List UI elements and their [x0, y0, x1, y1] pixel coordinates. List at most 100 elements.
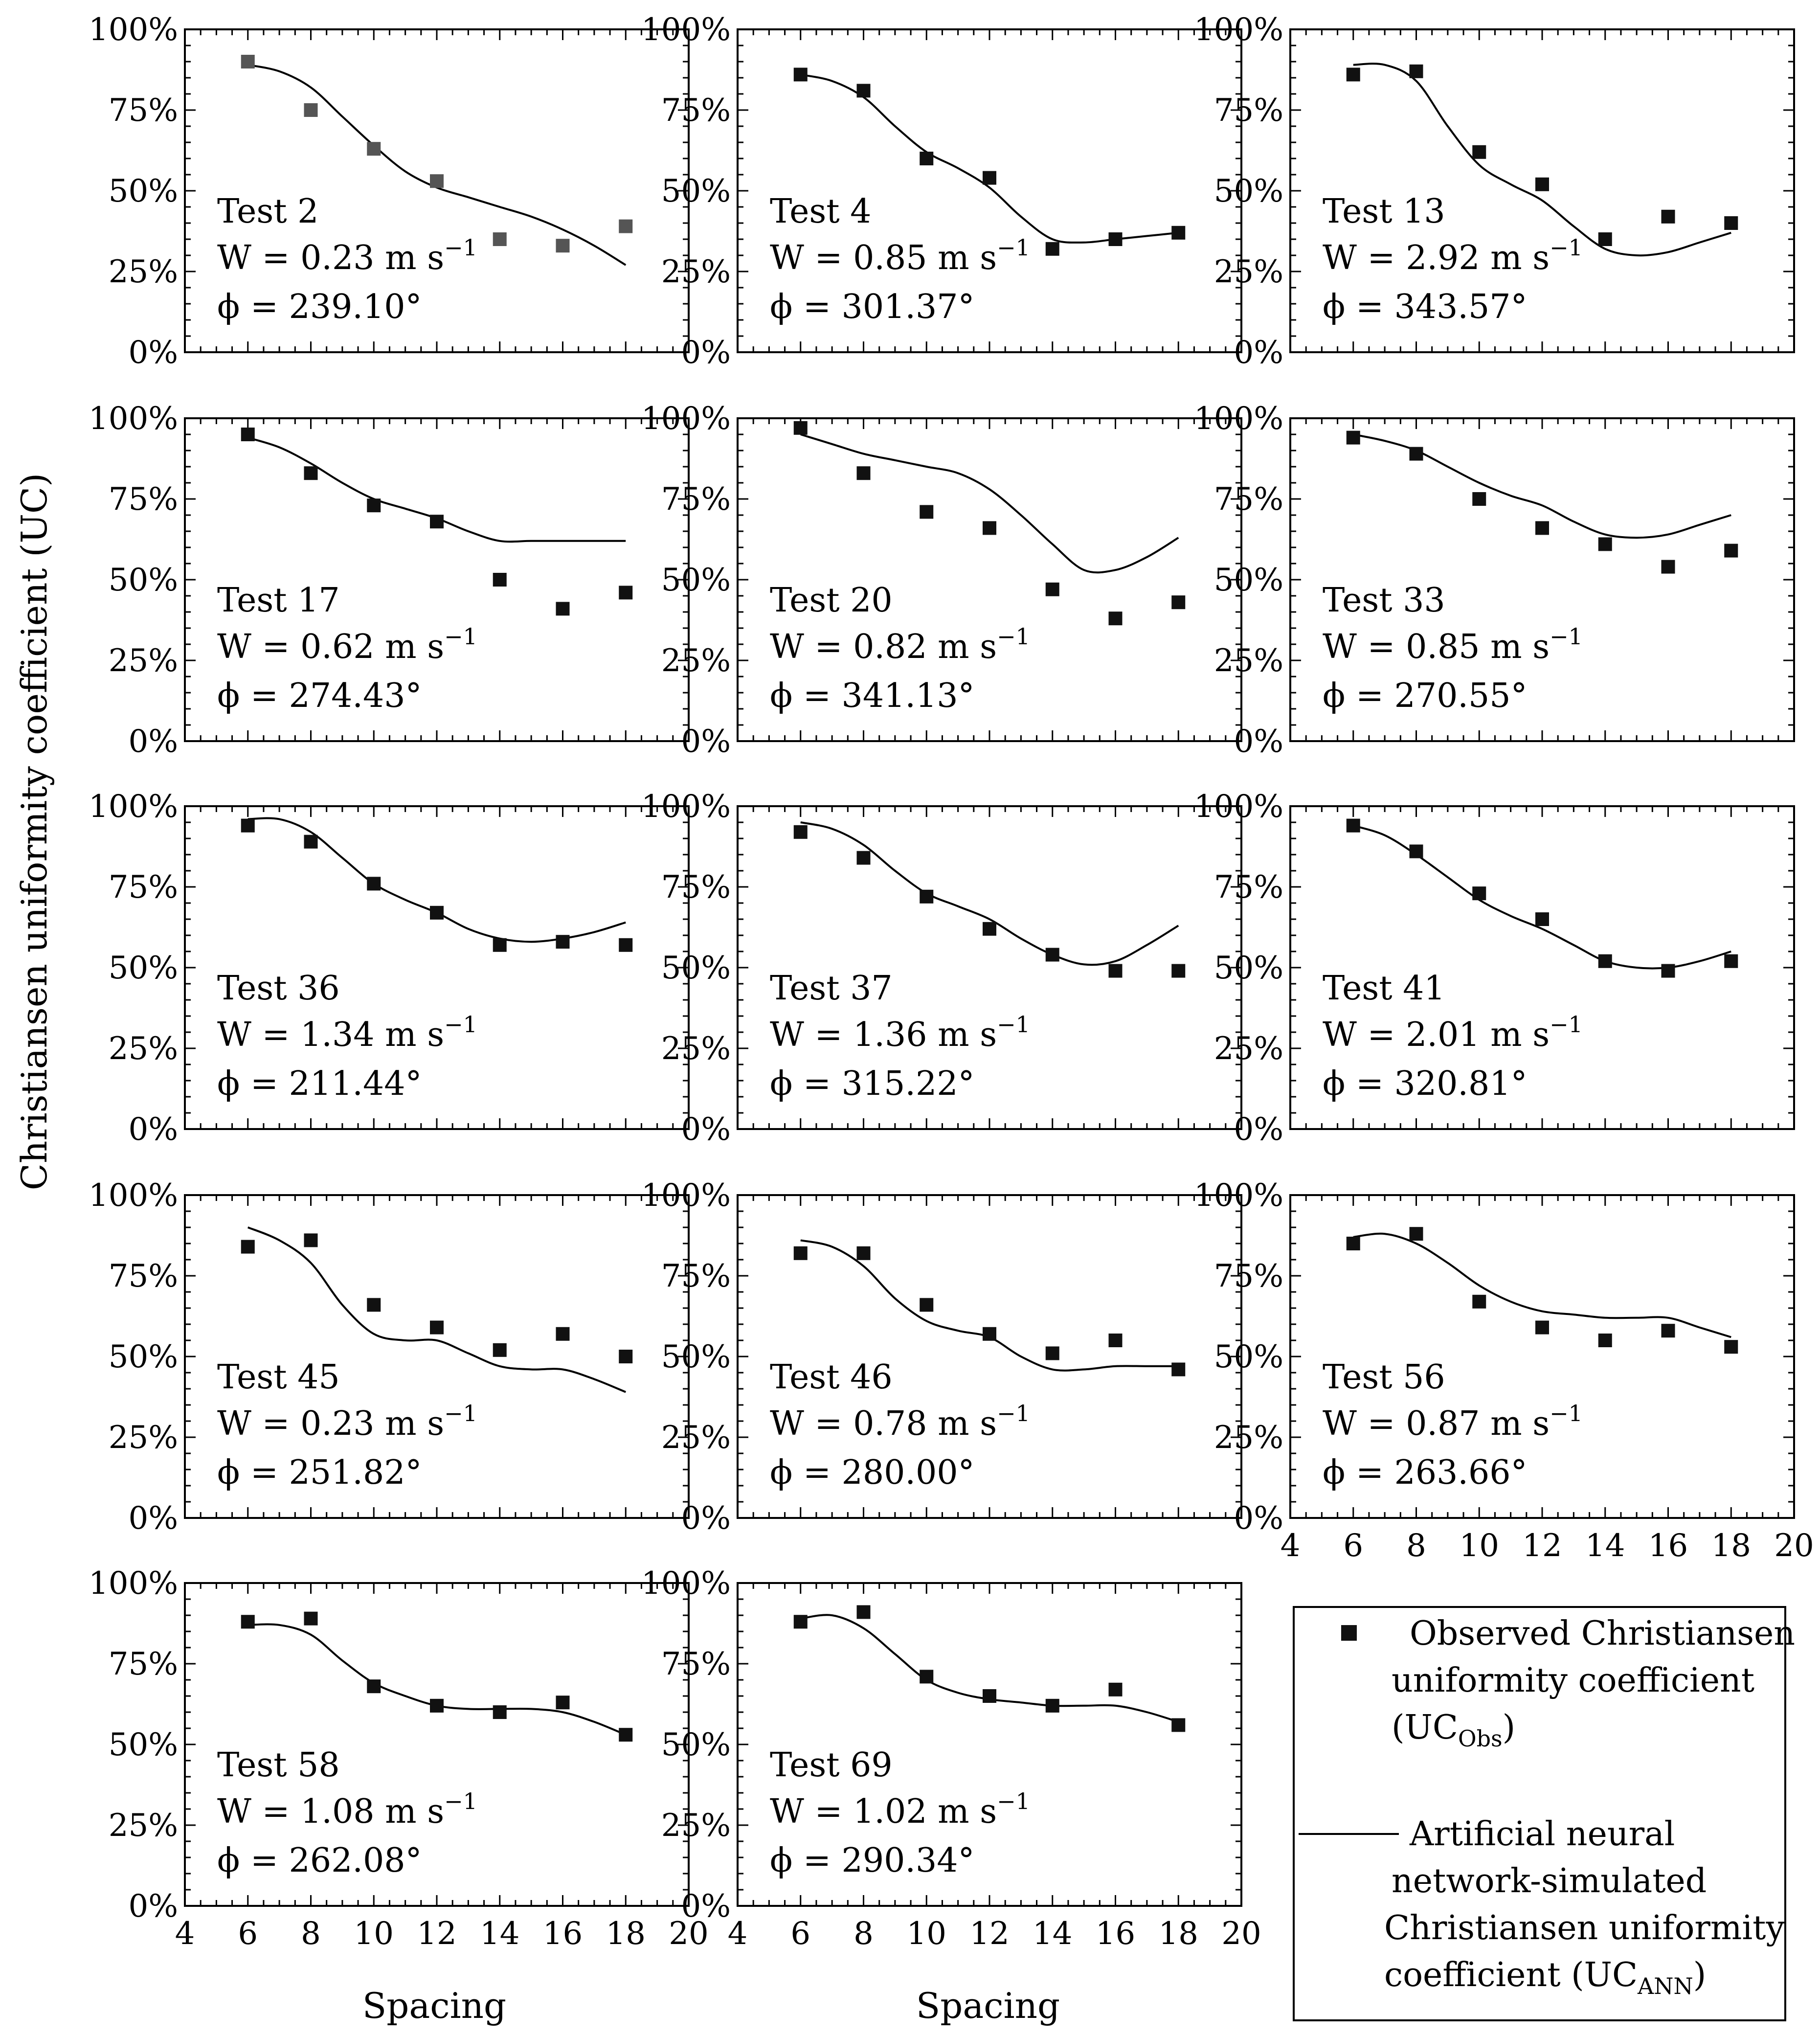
y-tick-label: 100%	[1194, 789, 1283, 825]
wind-speed-label: W = 2.92 m s−1	[1323, 234, 1583, 277]
y-tick-label: 50%	[661, 1339, 731, 1375]
x-tick-label: 6	[238, 1916, 258, 1952]
observed-point	[304, 466, 318, 480]
observed-point	[241, 55, 255, 68]
y-tick-label: 50%	[661, 950, 731, 986]
observed-point	[1045, 1698, 1059, 1713]
legend-observed-symbol: (UCObs)	[1392, 1708, 1515, 1752]
y-tick-label: 75%	[1214, 1258, 1283, 1294]
y-tick-label: 75%	[109, 92, 178, 129]
observed-point	[493, 938, 507, 952]
test-label: Test 56	[1323, 1358, 1445, 1397]
observed-point	[367, 877, 381, 891]
observed-point	[304, 1233, 318, 1247]
x-tick-label: 8	[1406, 1528, 1426, 1564]
legend-ann-symbol: coefficient (UCANN)	[1384, 1956, 1706, 1999]
observed-point	[1661, 209, 1675, 224]
observed-point	[920, 889, 934, 904]
observed-point	[430, 174, 444, 188]
observed-point	[793, 68, 808, 82]
y-tick-label: 25%	[661, 1808, 731, 1844]
observed-point	[241, 428, 255, 441]
test-label: Test 33	[1323, 581, 1445, 620]
wind-direction-label: ϕ = 290.34°	[770, 1841, 975, 1880]
y-tick-label: 25%	[1214, 1031, 1283, 1067]
x-tick-label: 16	[1096, 1916, 1135, 1952]
observed-point	[556, 602, 570, 616]
test-label: Test 58	[217, 1746, 340, 1785]
observed-point	[493, 232, 507, 246]
y-tick-label: 100%	[641, 401, 731, 437]
y-tick-label: 100%	[641, 1565, 731, 1602]
y-tick-label: 25%	[109, 1031, 178, 1067]
observed-point	[430, 905, 444, 920]
x-tick-label: 12	[417, 1916, 456, 1952]
y-tick-label: 50%	[661, 562, 731, 598]
y-tick-label: 0%	[1234, 724, 1283, 760]
wind-speed-label: W = 0.78 m s−1	[770, 1400, 1030, 1443]
observed-point	[1045, 242, 1059, 256]
observed-point	[1108, 611, 1123, 626]
ann-line	[800, 1614, 1179, 1723]
x-tick-label: 20	[1221, 1916, 1261, 1952]
y-tick-label: 25%	[109, 1808, 178, 1844]
wind-speed-label: W = 0.23 m s−1	[217, 234, 477, 277]
observed-point	[1409, 1227, 1423, 1241]
observed-point	[1535, 521, 1549, 535]
observed-point	[1171, 226, 1186, 240]
observed-point	[983, 171, 996, 185]
panel-test-69: 0% 25% 50% 75% 100% 4 6 8 10 12 14 16 18 20 Test 69W =…	[641, 1565, 1261, 1952]
y-tick-label: 0%	[681, 1500, 731, 1537]
wind-speed-label: W = 0.87 m s−1	[1323, 1400, 1583, 1443]
y-tick-label: 0%	[1234, 1111, 1283, 1148]
x-tick-label: 4	[728, 1916, 748, 1952]
observed-point	[856, 1605, 871, 1619]
y-tick-label: 25%	[1214, 254, 1283, 290]
x-tick-label: 14	[1033, 1916, 1072, 1952]
x-tick-label: 14	[1585, 1528, 1625, 1564]
observed-point	[1108, 232, 1123, 246]
wind-speed-label: W = 1.02 m s−1	[770, 1788, 1030, 1831]
y-tick-label: 100%	[1194, 1177, 1283, 1214]
y-tick-label: 0%	[128, 724, 178, 760]
y-tick-label: 75%	[1214, 92, 1283, 129]
observed-point	[1535, 912, 1549, 926]
y-tick-label: 50%	[109, 173, 178, 209]
y-tick-label: 100%	[1194, 12, 1283, 48]
test-label: Test 20	[770, 581, 893, 620]
legend-ann-line2: network-simulated	[1392, 1862, 1707, 1900]
y-tick-label: 50%	[1214, 562, 1283, 598]
x-tick-label: 20	[1774, 1528, 1814, 1564]
observed-point	[1108, 1682, 1123, 1697]
observed-point	[619, 1350, 633, 1363]
x-tick-label: 14	[480, 1916, 519, 1952]
x-tick-label: 6	[790, 1916, 810, 1952]
observed-point	[1724, 543, 1738, 558]
observed-point	[430, 1320, 444, 1335]
wind-direction-label: ϕ = 341.13°	[770, 677, 975, 715]
observed-point	[1171, 1718, 1186, 1732]
observed-point	[983, 521, 996, 535]
y-tick-label: 0%	[1234, 335, 1283, 371]
observed-point	[983, 1689, 996, 1703]
y-tick-label: 50%	[1214, 173, 1283, 209]
wind-speed-label: W = 1.34 m s−1	[217, 1011, 477, 1054]
y-tick-label: 0%	[128, 1500, 178, 1537]
observed-point	[619, 586, 633, 600]
observed-point	[556, 1327, 570, 1341]
observed-point	[856, 1246, 871, 1260]
y-tick-label: 25%	[661, 254, 731, 290]
y-tick-label: 100%	[641, 1177, 731, 1214]
y-tick-label: 100%	[1194, 401, 1283, 437]
test-label: Test 69	[770, 1746, 893, 1785]
x-axis-label-left: Spacing	[362, 1985, 506, 2026]
ann-line	[800, 821, 1179, 966]
x-tick-label: 8	[301, 1916, 321, 1952]
y-tick-label: 75%	[109, 1258, 178, 1294]
x-tick-label: 10	[907, 1916, 946, 1952]
y-tick-label: 75%	[109, 869, 178, 905]
observed-point	[983, 922, 996, 936]
observed-point	[1472, 1294, 1486, 1309]
observed-point	[793, 825, 808, 839]
